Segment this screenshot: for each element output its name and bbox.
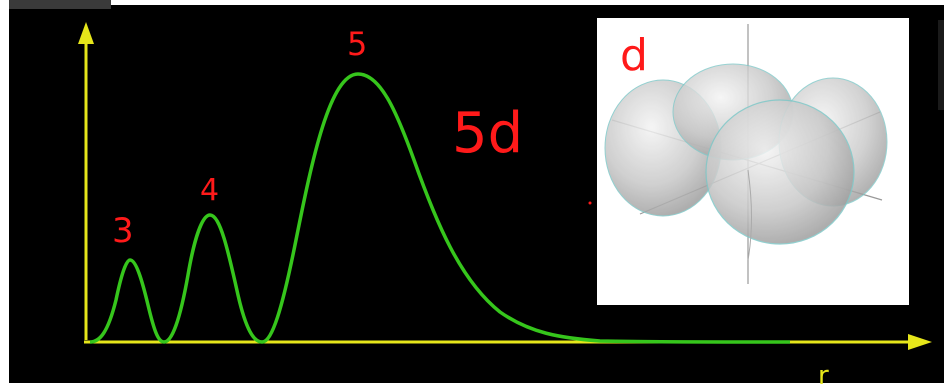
peak-label-3: 3 — [112, 211, 134, 251]
edge-watermark — [938, 20, 944, 110]
d-orbital-inset: d — [597, 18, 909, 305]
x-axis — [84, 334, 932, 350]
stray-mark — [588, 201, 592, 205]
x-axis-arrow-icon — [908, 334, 932, 350]
d-orbital-lobes-icon — [604, 24, 888, 284]
radial-distribution-curve — [89, 72, 791, 344]
peak-label-4: 4 — [200, 173, 219, 208]
x-axis-label: r — [818, 361, 829, 386]
y-axis — [78, 22, 94, 340]
window-top-strip — [9, 0, 111, 9]
inset-label-d: d — [620, 30, 648, 81]
y-axis-arrow-icon — [78, 22, 94, 44]
orbital-label-5d: 5d — [452, 101, 523, 166]
peak-label-5: 5 — [347, 25, 367, 63]
